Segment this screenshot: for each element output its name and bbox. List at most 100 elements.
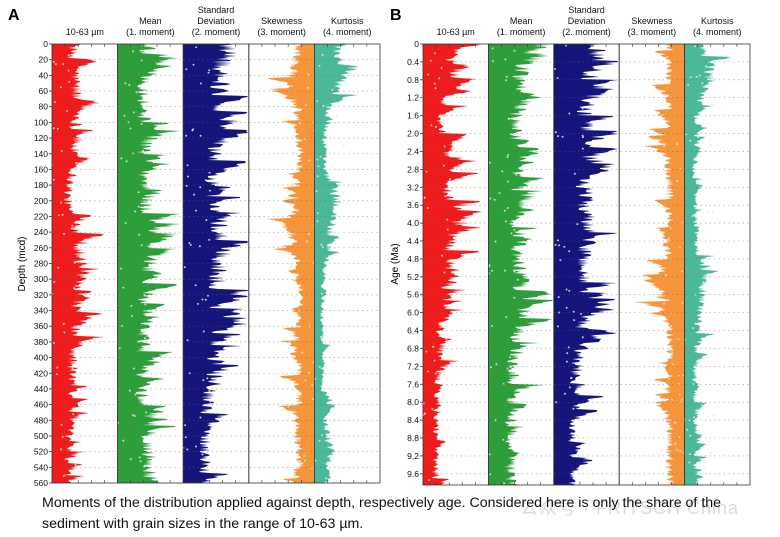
column-frame [313, 43, 381, 484]
sample-dot [488, 161, 491, 164]
sample-dot [292, 69, 295, 72]
sample-dot [290, 374, 293, 377]
sample-dot [440, 67, 443, 70]
sample-dot [303, 455, 306, 458]
sample-dot [701, 82, 704, 85]
sample-dot [506, 180, 509, 183]
y-tick-label: 1.6 [407, 111, 419, 121]
sample-dot [300, 108, 303, 111]
sample-dot [292, 147, 295, 149]
sample-dot [507, 154, 510, 156]
column-title: Standard [198, 5, 235, 15]
sample-dot [125, 160, 128, 163]
series-area-b-4 [634, 44, 685, 485]
sample-dot [506, 367, 509, 370]
sample-dot [118, 347, 121, 350]
sample-dot [205, 219, 208, 222]
sample-dot [288, 346, 291, 349]
sample-dot [289, 266, 292, 269]
series-area-a-1 [52, 44, 105, 483]
sample-dot [293, 151, 296, 154]
y-tick-label: 6.4 [407, 326, 419, 336]
sample-dot [687, 83, 690, 86]
sample-dot [331, 88, 334, 91]
sample-dot [568, 112, 571, 115]
y-tick-label: 340 [34, 306, 48, 316]
sample-dot [57, 266, 60, 269]
sample-dot [581, 147, 584, 150]
sample-dot [706, 253, 708, 256]
sample-dot [706, 188, 709, 191]
sample-dot [314, 378, 317, 380]
sample-dot [321, 380, 324, 383]
sample-dot [437, 406, 440, 409]
sample-dot [319, 155, 322, 158]
sample-dot [706, 415, 709, 418]
y-tick-label: 0.8 [407, 75, 419, 85]
sample-dot [132, 50, 134, 53]
sample-dot [689, 76, 692, 79]
sample-dot [707, 274, 709, 277]
sample-dot [689, 139, 692, 142]
sample-dot [188, 242, 191, 245]
column-title: Kurtosis [701, 16, 734, 26]
sample-dot [663, 302, 666, 305]
sample-dot [697, 136, 700, 139]
sample-dot [63, 331, 66, 334]
sample-dot [688, 461, 691, 464]
sample-dot [491, 324, 493, 327]
sample-dot [448, 59, 451, 61]
y-axis-label-age: Age (Ma) [390, 243, 401, 284]
sample-dot [319, 336, 322, 339]
sample-dot [120, 267, 123, 270]
sample-dot [333, 359, 336, 362]
sample-dot [430, 124, 433, 127]
y-axis-label-depth: Depth (mcd) [17, 236, 28, 291]
sample-dot [695, 76, 698, 78]
sample-dot [677, 374, 680, 377]
sample-dot [580, 266, 583, 268]
y-tick-label: 220 [34, 211, 48, 221]
column-title: Deviation [568, 16, 606, 26]
sample-dot [438, 77, 441, 80]
sample-dot [693, 416, 695, 419]
sample-dot [445, 325, 448, 328]
sample-dot [55, 373, 58, 376]
sample-dot [311, 384, 314, 387]
sample-dot [63, 232, 65, 235]
sample-dot [677, 382, 680, 385]
y-tick-label: 4.0 [407, 218, 419, 228]
sample-dot [140, 122, 143, 125]
sample-dot [697, 317, 700, 320]
sample-dot [316, 100, 319, 103]
sample-dot [572, 310, 575, 313]
sample-dot [204, 179, 207, 182]
sample-dot [52, 61, 55, 63]
sample-dot [324, 268, 327, 271]
sample-dot [509, 356, 512, 359]
sample-dot [679, 246, 682, 249]
y-tick-label: 4.4 [407, 236, 419, 246]
sample-dot [330, 440, 333, 443]
sample-dot [209, 400, 212, 403]
sample-dot [192, 63, 195, 66]
sample-dot [498, 192, 501, 195]
sample-dot [73, 51, 76, 54]
y-tick-label: 5.2 [407, 272, 419, 282]
series-area-b-2 [488, 44, 553, 485]
sample-dot [694, 157, 697, 160]
sample-dot [60, 150, 63, 152]
sample-dot [489, 197, 492, 200]
y-tick-label: 540 [34, 462, 48, 472]
sample-dot [573, 172, 576, 175]
sample-dot [186, 164, 189, 167]
column-title: 10-63 µm [437, 27, 475, 37]
sample-dot [54, 101, 56, 104]
sample-dot [186, 448, 189, 451]
column-title: Skewness [261, 16, 303, 26]
sample-dot [513, 228, 516, 231]
sample-dot [704, 149, 707, 152]
sample-dot [321, 246, 324, 249]
sample-dot [199, 82, 202, 85]
sample-dot [688, 419, 691, 422]
